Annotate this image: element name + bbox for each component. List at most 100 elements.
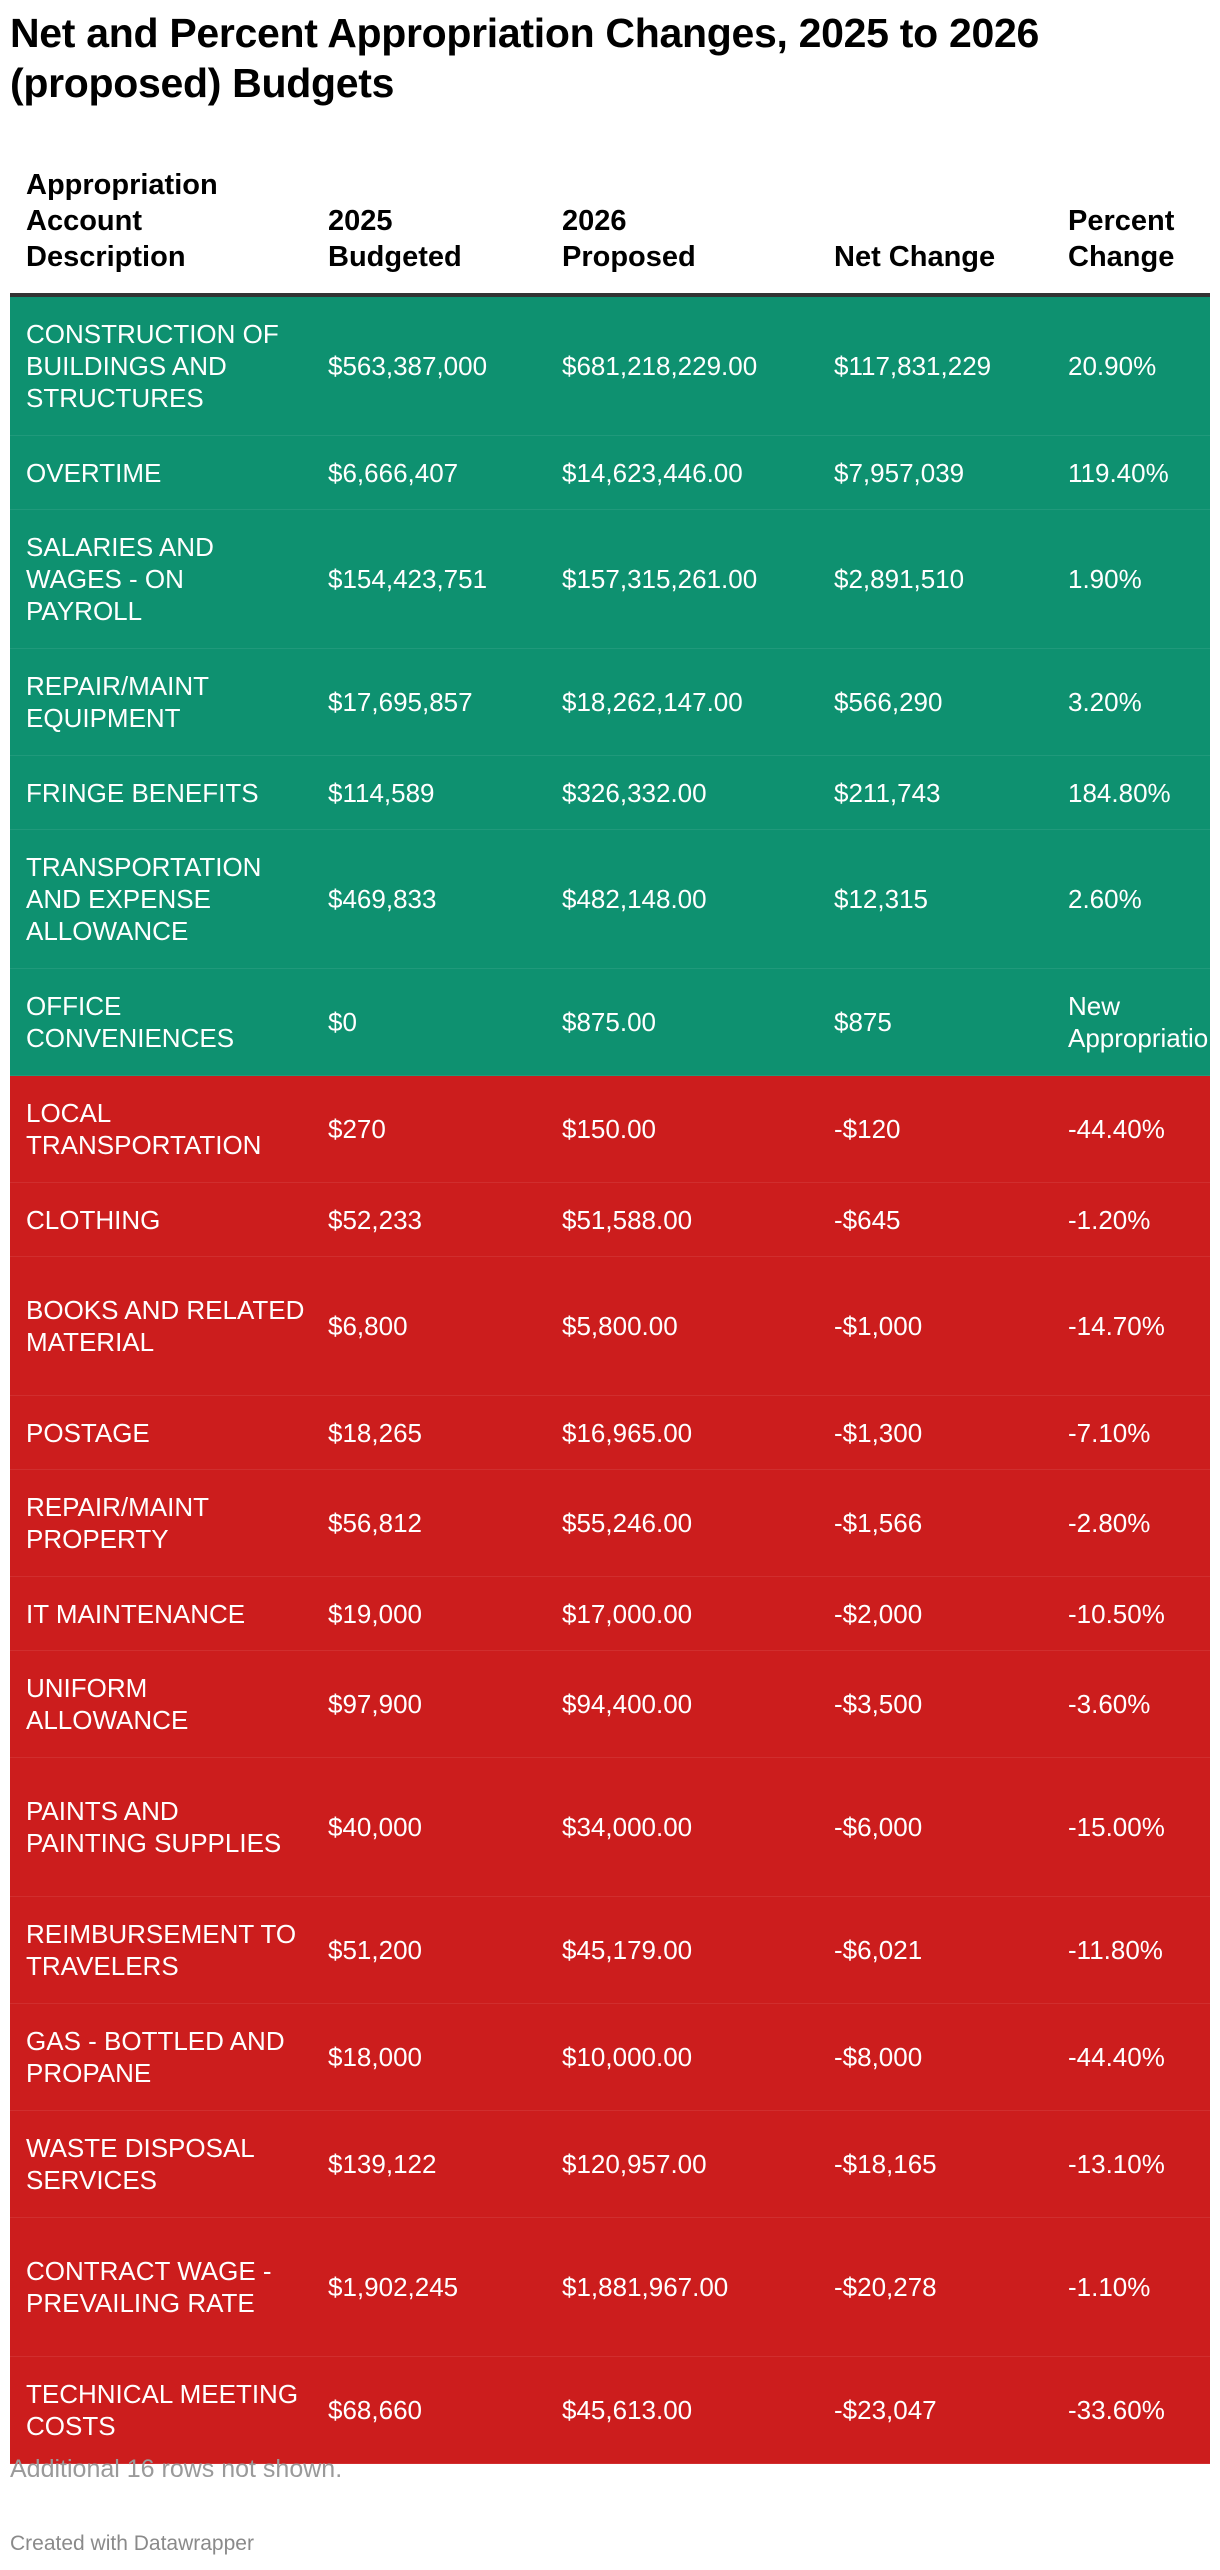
cell-2025-budgeted: $51,200 (328, 1935, 422, 1965)
cell-net-change: $12,315 (834, 884, 928, 914)
table-row: WASTE DISPOSAL SERVICES $139,122 $120,957.… (10, 2111, 1210, 2218)
cell-2026-proposed: $482,148.00 (562, 884, 707, 914)
cell-description: CLOTHING (26, 1204, 161, 1235)
table-row: LOCAL TRANSPORTATION $270 $150.00 -$120 -44.… (10, 1076, 1210, 1183)
cell-2026-proposed: $17,000.00 (562, 1598, 693, 1629)
cell-net-change: -$18,165 (834, 2149, 937, 2179)
cell-net-change: -$23,047 (834, 2395, 937, 2425)
cell-net-change: $117,831,229 (834, 351, 992, 381)
cell-description: CONTRACT WAGE - PREVAILING RATE (26, 2256, 272, 2318)
cell-2025-budgeted: $0 (328, 1007, 357, 1037)
table-row: REPAIR/MAINT EQUIPMENT $17,695,857 $18,262… (10, 649, 1210, 756)
cell-percent-change: 119.40% (1068, 457, 1169, 488)
cell-description: FRINGE BENEFITS (26, 777, 259, 808)
cell-2025-budgeted: $469,833 (328, 884, 437, 914)
cell-2025-budgeted: $563,387,000 (328, 351, 488, 381)
cell-percent-change: -10.50% (1068, 1598, 1165, 1629)
cell-percent-change: -1.20% (1068, 1204, 1151, 1235)
cell-percent-change: -13.10% (1068, 2149, 1165, 2179)
cell-2025-budgeted: $52,233 (328, 1204, 422, 1235)
cell-net-change: -$3,500 (834, 1689, 923, 1719)
cell-2025-budgeted: $270 (328, 1114, 386, 1144)
cell-percent-change: -44.40% (1068, 1114, 1165, 1144)
cell-description: IT MAINTENANCE (26, 1598, 246, 1629)
cell-2026-proposed: $875.00 (562, 1007, 656, 1037)
table-row: REIMBURSEMENT TO TRAVELERS $51,200 $45,179… (10, 1897, 1210, 2004)
table-row: CONSTRUCTION OF BUILDINGS AND STRUCTURES… (10, 297, 1210, 436)
cell-description: LOCAL TRANSPORTATION (26, 1098, 262, 1160)
cell-net-change: -$1,300 (834, 1417, 923, 1448)
cell-net-change: -$1,000 (834, 1311, 923, 1341)
cell-2026-proposed: $45,613.00 (562, 2395, 693, 2425)
cell-description: CONSTRUCTION OF BUILDINGS AND STRUCTURES (26, 319, 279, 413)
cell-2026-proposed: $5,800.00 (562, 1311, 678, 1341)
table-row: TECHNICAL MEETING COSTS $68,660 $45,613.00… (10, 2357, 1210, 2464)
cell-description: PAINTS AND PAINTING SUPPLIES (26, 1796, 282, 1858)
table-row: PAINTS AND PAINTING SUPPLIES $40,000 $34,0… (10, 1758, 1210, 1897)
cell-net-change: $211,743 (834, 777, 941, 808)
column-header-percent-change[interactable]: Percent Change (1068, 205, 1175, 273)
table-row: CLOTHING $52,233 $51,588.00 -$645 -1.20% (10, 1183, 1210, 1257)
cell-description: WASTE DISPOSAL SERVICES (26, 2133, 254, 2195)
cell-2026-proposed: $1,881,967.00 (562, 2272, 729, 2302)
cell-2026-proposed: $34,000.00 (562, 1812, 693, 1842)
cell-percent-change: -44.40% (1068, 2042, 1165, 2072)
table-row: BOOKS AND RELATED MATERIAL $6,800 $5,800.0… (10, 1257, 1210, 1396)
cell-net-change: -$1,566 (834, 1508, 923, 1538)
cell-percent-change: -11.80% (1068, 1935, 1163, 1965)
cell-percent-change: 184.80% (1068, 777, 1171, 808)
footnote: Additional 16 rows not shown. (10, 2455, 343, 2483)
column-header-description[interactable]: Appropriation Account Description (26, 169, 218, 273)
cell-net-change: -$645 (834, 1204, 901, 1235)
cell-2025-budgeted: $154,423,751 (328, 564, 488, 594)
column-header-net-change[interactable]: Net Change (834, 241, 996, 273)
cell-net-change: $7,957,039 (834, 457, 965, 488)
table-row: POSTAGE $18,265 $16,965.00 -$1,300 -7.10% (10, 1396, 1210, 1470)
cell-2026-proposed: $16,965.00 (562, 1417, 693, 1448)
table-row: REPAIR/MAINT PROPERTY $56,812 $55,246.00 -$… (10, 1470, 1210, 1577)
cell-2025-budgeted: $68,660 (328, 2395, 422, 2425)
cell-percent-change: -14.70% (1068, 1311, 1165, 1341)
cell-2026-proposed: $18,262,147.00 (562, 687, 743, 717)
cell-percent-change: -2.80% (1068, 1508, 1151, 1538)
cell-description: POSTAGE (26, 1417, 150, 1448)
cell-2026-proposed: $120,957.00 (562, 2149, 707, 2179)
cell-percent-change: 20.90% (1068, 351, 1157, 381)
chart-title: Net and Percent Appropriation Changes, 2… (10, 10, 1039, 106)
table-row: OVERTIME $6,666,407 $14,623,446.00 $7,957,0… (10, 436, 1210, 510)
table-row: GAS - BOTTLED AND PROPANE $18,000 $10,000.… (10, 2004, 1210, 2111)
cell-description: BOOKS AND RELATED MATERIAL (26, 1295, 305, 1357)
cell-percent-change: 2.60% (1068, 884, 1142, 914)
table-row: FRINGE BENEFITS $114,589 $326,332.00 $211,7… (10, 756, 1210, 830)
cell-2025-budgeted: $6,800 (328, 1311, 408, 1341)
table-row: OFFICE CONVENIENCES $0 $875.00 $875 New Appr… (10, 969, 1210, 1076)
column-header-2026-proposed[interactable]: 2026 Proposed (562, 205, 696, 273)
cell-percent-change: -15.00% (1068, 1812, 1165, 1842)
cell-net-change: -$8,000 (834, 2042, 923, 2072)
cell-percent-change: -7.10% (1068, 1417, 1151, 1448)
table-row: TRANSPORTATION AND EXPENSE ALLOWANCE $469… (10, 830, 1210, 969)
cell-2026-proposed: $681,218,229.00 (562, 351, 758, 381)
table-row: CONTRACT WAGE - PREVAILING RATE $1,902,24… (10, 2218, 1210, 2357)
cell-net-change: $875 (834, 1007, 892, 1037)
cell-net-change: -$120 (834, 1114, 901, 1144)
cell-description: GAS - BOTTLED AND PROPANE (26, 2026, 285, 2088)
cell-percent-change: 1.90% (1068, 564, 1142, 594)
cell-2026-proposed: $51,588.00 (562, 1204, 693, 1235)
cell-2025-budgeted: $18,000 (328, 2042, 422, 2072)
cell-percent-change: -3.60% (1068, 1689, 1151, 1719)
table-row: IT MAINTENANCE $19,000 $17,000.00 -$2,000 -1… (10, 1577, 1210, 1651)
cell-2026-proposed: $14,623,446.00 (562, 457, 743, 488)
table-header: Appropriation Account Description 2025 B… (10, 160, 1210, 297)
table-row: UNIFORM ALLOWANCE $97,900 $94,400.00 -$3,50… (10, 1651, 1210, 1758)
column-header-2025-budgeted[interactable]: 2025 Budgeted (328, 205, 462, 273)
cell-description: REPAIR/MAINT EQUIPMENT (26, 671, 209, 733)
cell-description: OFFICE CONVENIENCES (26, 991, 235, 1053)
cell-percent-change: -33.60% (1068, 2395, 1165, 2425)
credit-link[interactable]: Created with Datawrapper (10, 2532, 254, 2555)
cell-net-change: -$6,000 (834, 1812, 923, 1842)
cell-description: UNIFORM ALLOWANCE (26, 1673, 189, 1735)
cell-percent-change: New Appropriation (1068, 991, 1210, 1053)
cell-2025-budgeted: $40,000 (328, 1812, 422, 1842)
cell-description: REPAIR/MAINT PROPERTY (26, 1492, 209, 1554)
